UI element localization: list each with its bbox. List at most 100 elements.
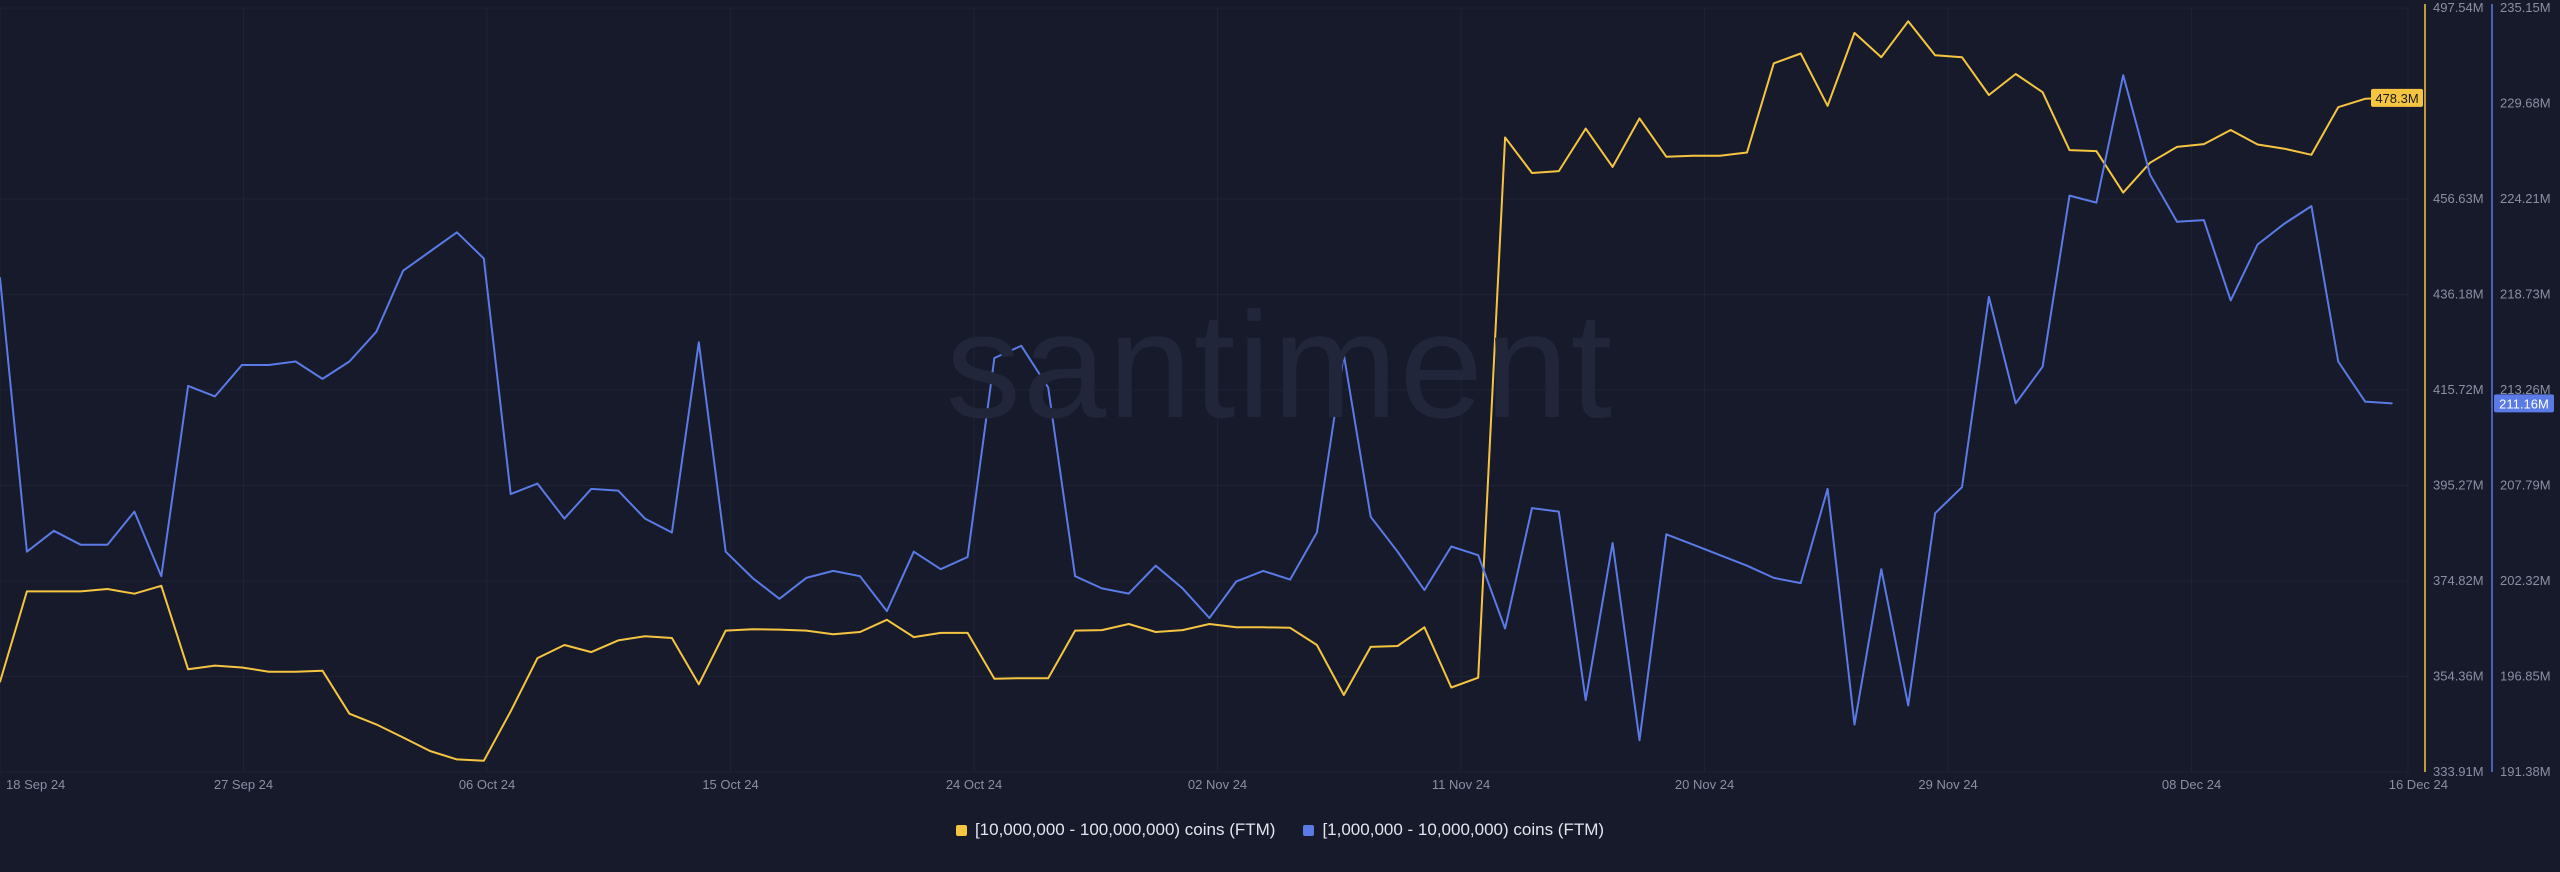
data-point-series-1 (1181, 629, 1184, 631)
data-point-series-2 (321, 378, 324, 380)
data-point-series-1 (697, 683, 700, 686)
data-point-series-1 (106, 588, 109, 590)
data-point-series-1 (26, 590, 28, 593)
data-point-series-2 (106, 543, 109, 546)
data-point-series-2 (2364, 400, 2366, 403)
data-point-series-1 (644, 635, 646, 637)
data-point-series-2 (1692, 543, 1695, 546)
data-point-series-1 (1450, 686, 1453, 689)
data-point-series-1 (1558, 170, 1560, 172)
y-tick-label-inner: 456.63M (2433, 191, 2484, 206)
y-tick-label-outer: 218.73M (2500, 287, 2551, 302)
data-point-series-2 (2203, 219, 2205, 221)
data-point-series-1 (563, 644, 566, 646)
data-point-series-1 (1934, 54, 1936, 57)
legend-item-series-1[interactable]: [10,000,000 - 100,000,000) coins (FTM) (955, 820, 1276, 840)
data-point-series-2 (2041, 365, 2044, 368)
data-point-series-1 (1504, 136, 1506, 139)
data-point-series-1 (859, 631, 861, 633)
data-point-series-2 (724, 550, 727, 553)
data-point-series-2 (160, 575, 163, 577)
data-point-series-2 (617, 489, 619, 492)
data-point-series-1 (2283, 147, 2286, 150)
data-point-series-1 (778, 628, 781, 631)
data-point-series-1 (536, 657, 539, 659)
data-point-series-1 (1235, 626, 1238, 629)
data-point-series-1 (671, 637, 673, 639)
data-point-series-1 (294, 670, 297, 673)
legend-label-series-2: [1,000,000 - 10,000,000) coins (FTM) (1322, 820, 1605, 839)
data-point-series-2 (536, 482, 539, 485)
data-point-series-1 (1961, 56, 1963, 59)
y-tick-label-outer: 224.21M (2500, 191, 2551, 206)
axes: 18 Sep 24 27 Sep 24 06 Oct 24 15 Oct 24 24 O… (6, 0, 2551, 792)
data-point-series-1 (267, 670, 270, 673)
y-tick-label-inner: 374.82M (2433, 573, 2484, 588)
data-point-series-2 (1047, 386, 1049, 389)
data-point-series-1 (187, 668, 189, 671)
y-tick-label-outer: 202.32M (2500, 573, 2551, 588)
data-point-series-1 (1719, 154, 1721, 157)
data-point-series-2 (2149, 173, 2151, 176)
legend-item-series-2[interactable]: [1,000,000 - 10,000,000) coins (FTM) (1303, 820, 1604, 840)
data-point-series-1 (456, 758, 458, 761)
y-tick-label-outer: 213.26M (2500, 382, 2551, 397)
x-tick-label: 18 Sep 24 (6, 777, 65, 792)
data-point-series-2 (2176, 221, 2178, 223)
legend-swatch-series-2 (1303, 824, 1315, 836)
data-point-series-2 (1343, 353, 1345, 356)
data-point-series-2 (482, 257, 485, 260)
data-point-series-2 (1773, 577, 1775, 579)
data-point-series-1 (52, 590, 55, 593)
data-point-series-2 (52, 529, 55, 532)
data-point-series-1 (79, 590, 82, 593)
data-point-series-1 (241, 666, 243, 669)
x-tick-label: 11 Nov 24 (1432, 777, 1490, 792)
data-point-series-1 (1101, 629, 1103, 631)
data-point-series-1 (1128, 623, 1130, 625)
data-point-series-2 (805, 577, 808, 579)
data-point-series-1 (1262, 626, 1264, 629)
data-point-series-2 (1289, 578, 1291, 581)
data-point-series-2 (429, 250, 431, 253)
data-point-series-2 (2391, 402, 2393, 405)
data-point-series-1 (1746, 151, 1748, 154)
x-tick-label: 16 Dec 24 (2389, 777, 2448, 792)
data-point-series-1 (724, 629, 727, 632)
data-point-series-2 (2014, 402, 2017, 405)
data-point-series-2 (1558, 510, 1560, 513)
data-point-series-2 (509, 493, 512, 495)
data-point-series-2 (1020, 344, 1023, 347)
data-point-series-2 (1181, 587, 1184, 590)
data-point-series-2 (1961, 486, 1963, 488)
data-point-series-1 (2041, 91, 2044, 94)
y-tick-label-inner: 333.91M (2433, 764, 2484, 779)
data-point-series-2 (886, 610, 888, 612)
legend-swatch-series-1 (955, 824, 967, 836)
data-point-series-1 (321, 669, 324, 672)
data-point-series-1 (1853, 32, 1856, 34)
data-point-series-2 (1531, 507, 1533, 509)
data-point-series-2 (1665, 533, 1668, 536)
data-point-series-1 (0, 681, 1, 683)
data-point-series-2 (1316, 531, 1318, 534)
data-point-series-2 (2068, 194, 2071, 197)
x-tick-label: 08 Dec 24 (2162, 777, 2221, 792)
data-point-series-1 (1369, 646, 1372, 648)
data-point-series-2 (2229, 299, 2232, 302)
data-point-series-2 (563, 517, 566, 520)
data-point-series-1 (2068, 149, 2071, 151)
data-point-series-1 (1692, 154, 1695, 157)
data-point-series-2 (241, 364, 243, 366)
data-point-series-1 (1988, 94, 1990, 96)
legend-label-series-1: [10,000,000 - 100,000,000) coins (FTM) (974, 820, 1276, 839)
data-point-series-2 (2283, 222, 2286, 225)
data-point-series-2 (1638, 739, 1641, 742)
data-point-series-2 (1262, 570, 1264, 572)
data-point-series-2 (456, 231, 458, 234)
x-tick-label: 24 Oct 24 (946, 777, 1002, 792)
x-tick-label: 27 Sep 24 (214, 777, 273, 792)
current-value-badge-1 (2371, 88, 2423, 107)
legend: [10,000,000 - 100,000,000) coins (FTM) [… (0, 820, 2560, 840)
